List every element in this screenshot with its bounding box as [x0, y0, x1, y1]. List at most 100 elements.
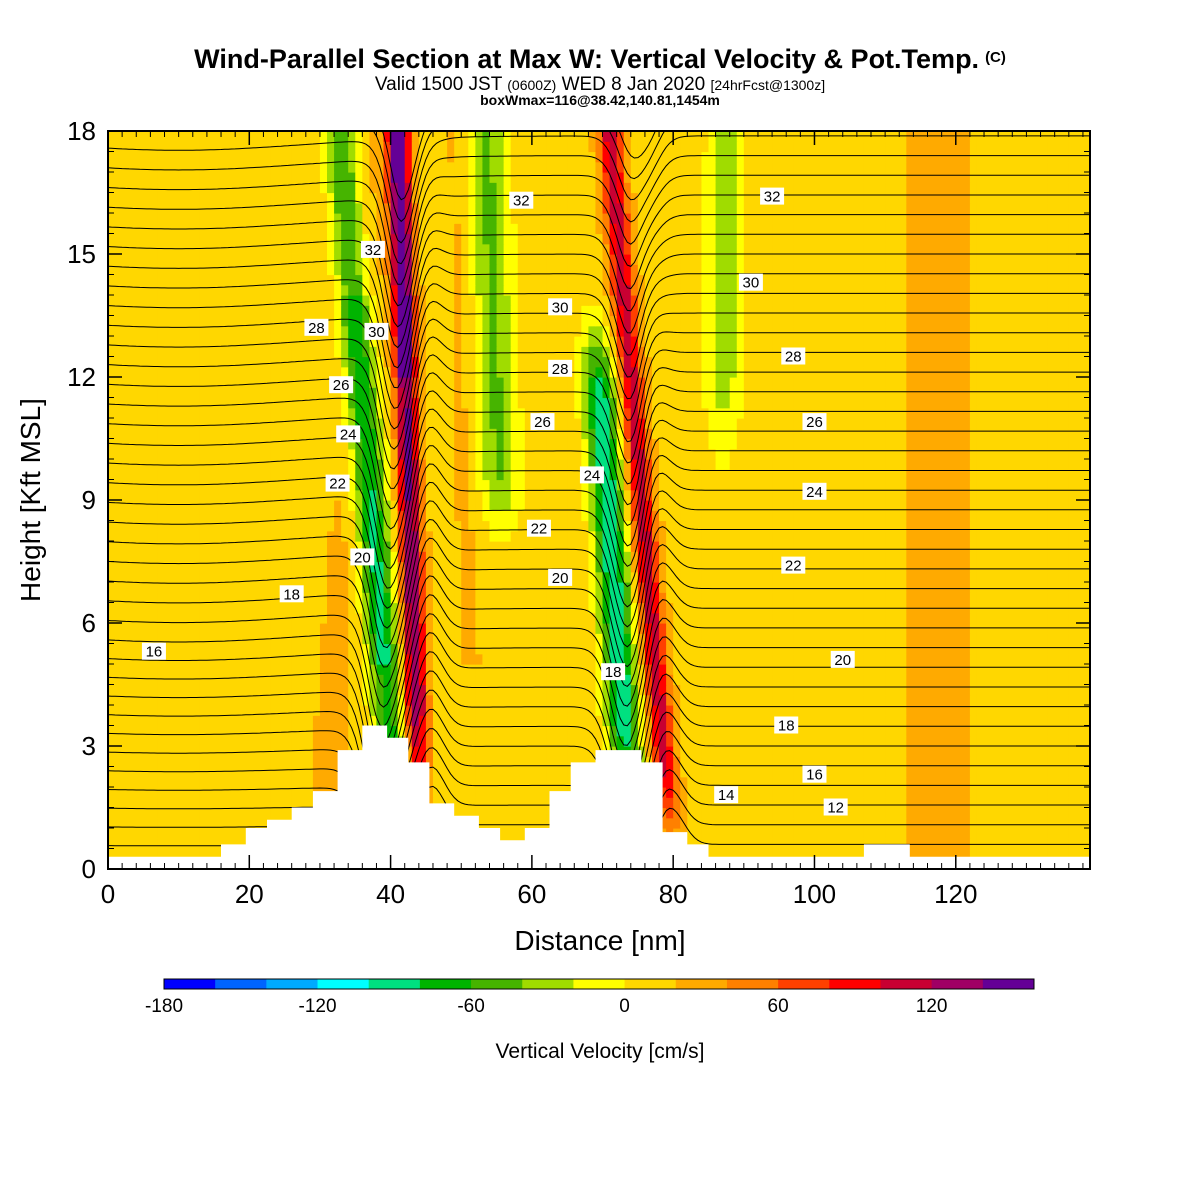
velocity-cell: [440, 694, 448, 706]
velocity-cell: [1047, 705, 1056, 716]
velocity-cell: [595, 705, 604, 716]
velocity-cell: [122, 725, 130, 737]
velocity-cell: [341, 510, 349, 522]
velocity-cell: [129, 807, 137, 819]
velocity-cell: [701, 776, 710, 788]
velocity-cell: [757, 807, 766, 819]
velocity-cell: [743, 848, 752, 860]
velocity-cell: [517, 633, 526, 645]
velocity-cell: [623, 500, 632, 511]
velocity-cell: [793, 623, 801, 634]
velocity-cell: [849, 510, 858, 522]
velocity-cell: [835, 756, 844, 768]
velocity-cell: [962, 828, 971, 839]
velocity-cell: [199, 551, 208, 563]
velocity-cell: [955, 571, 964, 583]
velocity-cell: [899, 633, 907, 645]
velocity-cell: [863, 612, 872, 624]
velocity-cell: [976, 797, 985, 809]
velocity-cell: [348, 530, 356, 542]
velocity-cell: [637, 623, 646, 634]
velocity-cell: [856, 787, 865, 798]
velocity-cell: [948, 561, 957, 573]
velocity-cell: [503, 735, 512, 747]
velocity-cell: [630, 643, 639, 655]
velocity-cell: [553, 500, 561, 511]
velocity-cell: [856, 746, 865, 757]
velocity-cell: [856, 592, 865, 604]
velocity-cell: [334, 561, 342, 573]
velocity-cell: [517, 725, 526, 737]
velocity-cell: [1068, 694, 1077, 706]
velocity-cell: [560, 561, 568, 573]
velocity-cell: [680, 500, 688, 511]
velocity-cell: [962, 520, 971, 532]
velocity-cell: [228, 571, 236, 583]
velocity-cell: [122, 520, 130, 532]
velocity-cell: [475, 541, 484, 552]
velocity-cell: [489, 694, 498, 706]
velocity-cell: [1019, 541, 1028, 552]
velocity-cell: [496, 561, 505, 573]
velocity-cell: [842, 510, 851, 522]
velocity-cell: [567, 715, 575, 727]
velocity-cell: [920, 561, 929, 573]
velocity-cell: [447, 571, 455, 583]
velocity-cell: [786, 592, 794, 604]
velocity-cell: [715, 571, 724, 583]
velocity-cell: [327, 633, 335, 645]
velocity-cell: [475, 551, 484, 563]
velocity-cell: [496, 735, 505, 747]
velocity-cell: [178, 684, 187, 696]
velocity-cell: [757, 684, 766, 696]
velocity-cell: [164, 643, 173, 655]
velocity-cell: [263, 643, 272, 655]
velocity-cell: [1040, 623, 1049, 634]
velocity-cell: [1075, 715, 1084, 727]
velocity-cell: [878, 817, 886, 829]
velocity-cell: [821, 561, 830, 573]
velocity-cell: [115, 612, 123, 624]
velocity-cell: [998, 766, 1006, 778]
velocity-cell: [800, 828, 809, 839]
velocity-cell: [750, 500, 759, 511]
velocity-cell: [503, 705, 512, 716]
velocity-cell: [623, 561, 632, 573]
velocity-cell: [651, 623, 660, 634]
velocity-cell: [291, 520, 300, 532]
velocity-cell: [991, 766, 999, 778]
velocity-cell: [892, 746, 900, 757]
velocity-cell: [772, 520, 780, 532]
velocity-cell: [468, 674, 476, 686]
velocity-cell: [178, 592, 187, 604]
velocity-cell: [595, 623, 604, 634]
velocity-cell: [503, 500, 512, 511]
velocity-cell: [461, 541, 469, 552]
velocity-cell: [708, 694, 717, 706]
velocity-cell: [171, 694, 180, 706]
velocity-cell: [828, 725, 837, 737]
velocity-cell: [284, 653, 293, 665]
velocity-cell: [390, 653, 399, 665]
velocity-cell: [376, 602, 385, 614]
velocity-cell: [362, 612, 370, 624]
velocity-cell: [404, 756, 413, 768]
velocity-cell: [715, 561, 724, 573]
velocity-cell: [376, 530, 385, 542]
velocity-cell: [779, 653, 787, 665]
velocity-cell: [185, 715, 194, 727]
velocity-cell: [694, 684, 703, 696]
velocity-cell: [948, 592, 957, 604]
velocity-cell: [150, 828, 159, 839]
velocity-cell: [1047, 643, 1056, 655]
velocity-cell: [786, 797, 794, 809]
velocity-cell: [298, 530, 307, 542]
velocity-cell: [355, 705, 363, 716]
velocity-cell: [786, 674, 794, 686]
velocity-cell: [376, 684, 385, 696]
velocity-cell: [524, 612, 533, 624]
velocity-cell: [1082, 766, 1090, 778]
velocity-cell: [666, 653, 674, 665]
velocity-cell: [228, 797, 236, 809]
velocity-cell: [418, 530, 427, 542]
